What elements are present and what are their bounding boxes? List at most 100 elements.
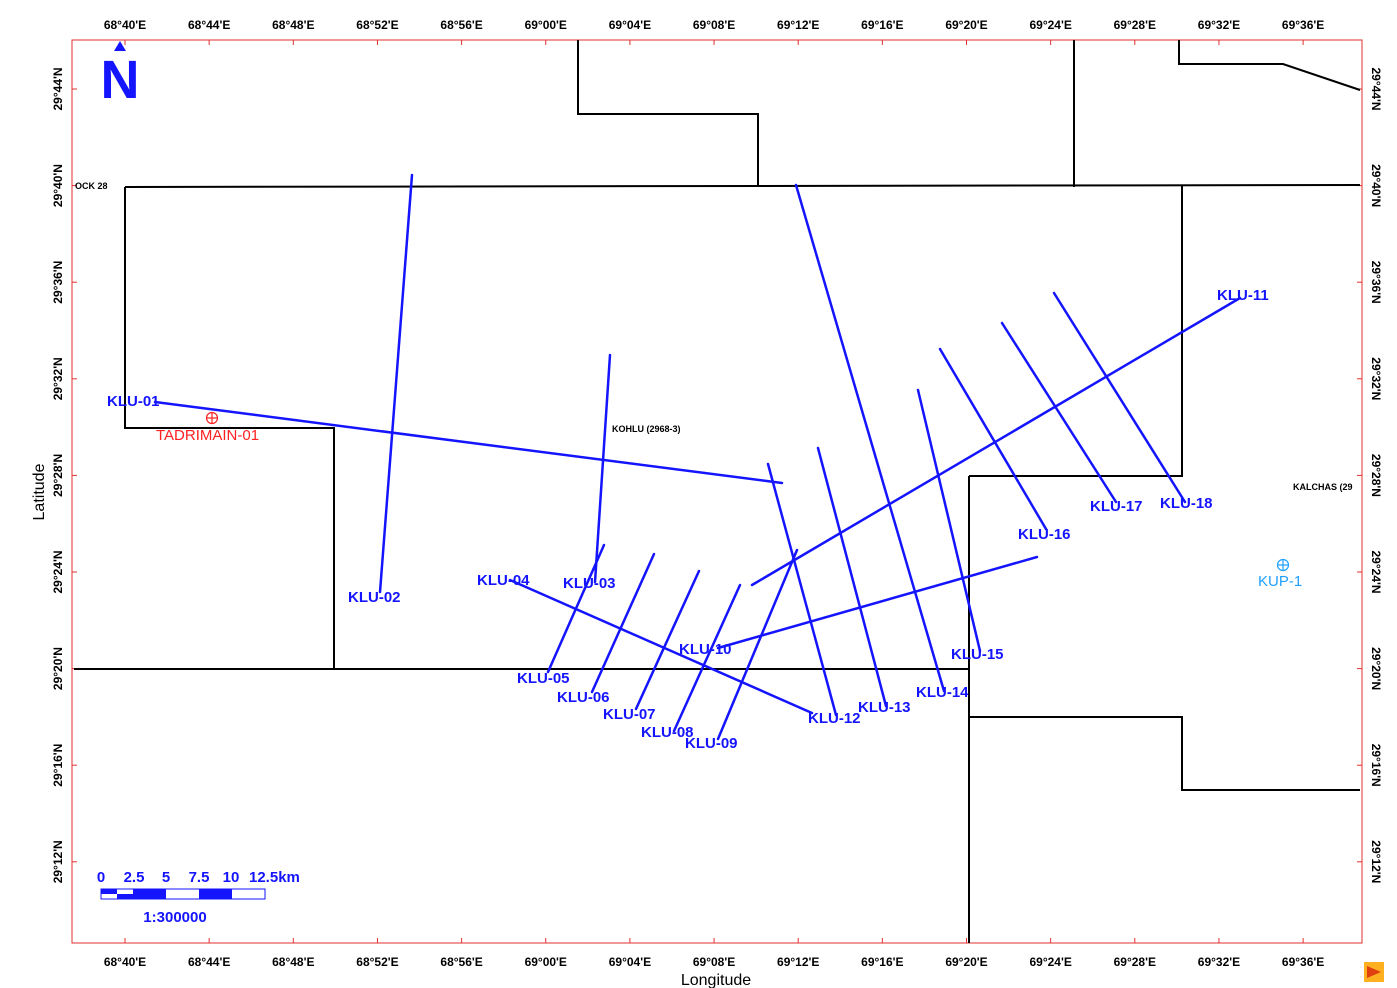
seismic-line-klu-07[interactable]: [634, 569, 701, 711]
longitude-tick-label: 68°44'E: [188, 955, 230, 969]
well-kup-1[interactable]: KUP-1: [1258, 558, 1302, 591]
longitude-tick-label: 69°12'E: [777, 18, 819, 32]
frame-ticks: [72, 40, 1362, 943]
longitude-tick-label: 68°52'E: [356, 18, 398, 32]
seismic-line-label: KLU-05: [517, 670, 570, 687]
longitude-tick-label: 68°48'E: [272, 955, 314, 969]
scale-bar: 0 2.5 5 7.5 10 12.5km 1:300000: [97, 869, 300, 926]
seismic-line-label: KLU-04: [477, 572, 530, 589]
seismic-line-klu-08[interactable]: [672, 583, 742, 733]
seismic-line-klu-05[interactable]: [546, 543, 606, 674]
seismic-line-label: KLU-11: [1217, 287, 1269, 304]
latitude-tick-label: 29°16'N: [1369, 744, 1383, 787]
seismic-line-label: KLU-14: [916, 684, 969, 701]
latitude-tick-label: 29°44'N: [51, 67, 65, 110]
latitude-tick-label: 29°24'N: [51, 550, 65, 593]
longitude-tick-label: 69°28'E: [1114, 18, 1156, 32]
latitude-tick-label: 29°12'N: [1369, 840, 1383, 883]
block-boundary-line: [124, 187, 335, 669]
seismic-line-klu-02[interactable]: [378, 173, 414, 594]
seismic-line-klu-17[interactable]: [1000, 321, 1118, 504]
latitude-tick-label: 29°36'N: [51, 261, 65, 304]
latitude-tick-label: 29°28'N: [1369, 454, 1383, 497]
latitude-tick-label: 29°20'N: [1369, 647, 1383, 690]
well-tadrimain-01[interactable]: TADRIMAIN-01: [156, 411, 259, 445]
svg-text:10: 10: [223, 869, 240, 886]
block-boundary-line: [969, 716, 1360, 791]
seismic-line-klu-13[interactable]: [816, 446, 888, 708]
longitude-tick-label: 69°36'E: [1282, 955, 1324, 969]
block-label-ock-28: OCK 28: [75, 181, 108, 191]
seismic-line-klu-06[interactable]: [590, 552, 656, 694]
svg-text:5: 5: [162, 869, 170, 886]
seismic-line-label: KLU-18: [1160, 495, 1213, 512]
block-boundary-line: [124, 184, 1361, 188]
longitude-tick-label: 69°28'E: [1114, 955, 1156, 969]
seismic-line-klu-14[interactable]: [794, 183, 946, 693]
seismic-line-label: KLU-13: [858, 699, 911, 716]
seismic-line-label: KLU-12: [808, 710, 861, 727]
svg-text:N: N: [101, 50, 140, 110]
block-boundary-line: [577, 40, 759, 187]
seismic-line-label: KLU-10: [679, 641, 732, 658]
seismic-line-label: KLU-03: [563, 575, 616, 592]
latitude-tick-label: 29°20'N: [51, 647, 65, 690]
longitude-tick-label: 69°32'E: [1198, 18, 1240, 32]
block-label-kalchas: KALCHAS (29: [1293, 482, 1353, 492]
longitude-tick-label: 69°16'E: [861, 955, 903, 969]
block-boundary-line: [969, 185, 1183, 477]
seismic-line-klu-09[interactable]: [716, 548, 799, 741]
well-label: KUP-1: [1258, 573, 1302, 590]
seismic-line-klu-03[interactable]: [593, 353, 612, 584]
longitude-tick-label: 69°36'E: [1282, 18, 1324, 32]
latitude-tick-label: 29°40'N: [51, 164, 65, 207]
latitude-tick-label: 29°44'N: [1369, 67, 1383, 110]
longitude-tick-label: 69°00'E: [525, 18, 567, 32]
longitude-tick-label: 68°40'E: [104, 955, 146, 969]
seismic-line-label: KLU-08: [641, 724, 694, 741]
seismic-line-label: KLU-16: [1018, 526, 1071, 543]
longitude-ticks-bottom: 68°40'E 68°44'E 68°48'E 68°52'E 68°56'E 69°00…: [104, 955, 1324, 969]
x-axis-title: Longitude: [681, 972, 751, 988]
svg-text:2.5: 2.5: [124, 869, 145, 886]
seismic-line-klu-11[interactable]: [750, 296, 1242, 587]
seismic-line-klu-15[interactable]: [916, 388, 982, 653]
latitude-tick-label: 29°40'N: [1369, 164, 1383, 207]
latitude-ticks-left: 29°44'N 29°40'N 29°36'N 29°32'N 29°28'N 29°24…: [51, 67, 65, 883]
y-axis-title: Latitude: [31, 463, 48, 520]
seismic-line-label: KLU-17: [1090, 498, 1143, 515]
longitude-tick-label: 69°16'E: [861, 18, 903, 32]
longitude-tick-label: 69°08'E: [693, 18, 735, 32]
block-boundaries: [74, 40, 1361, 943]
seismic-line-klu-10[interactable]: [716, 555, 1039, 650]
seismic-line-label: KLU-06: [557, 689, 610, 706]
seismic-line-label: KLU-09: [685, 735, 738, 752]
longitude-tick-label: 68°40'E: [104, 18, 146, 32]
longitude-tick-label: 69°00'E: [525, 955, 567, 969]
seismic-line-klu-12[interactable]: [766, 462, 838, 717]
seismic-line-label: KLU-02: [348, 589, 401, 606]
latitude-tick-label: 29°32'N: [51, 357, 65, 400]
svg-text:7.5: 7.5: [189, 869, 210, 886]
longitude-tick-label: 68°44'E: [188, 18, 230, 32]
seismic-line-klu-16[interactable]: [938, 347, 1048, 531]
block-label-kohlu: KOHLU (2968-3): [612, 424, 681, 434]
seismic-line-labels: KLU-01 KLU-02 KLU-03 KLU-04 KLU-05 KLU-0…: [107, 287, 1269, 752]
seismic-line-klu-04[interactable]: [508, 578, 814, 715]
longitude-ticks-top: 68°40'E 68°44'E 68°48'E 68°52'E 68°56'E 69°00…: [104, 18, 1324, 32]
longitude-tick-label: 69°20'E: [945, 955, 987, 969]
seismic-lines: [153, 173, 1242, 741]
svg-text:0: 0: [97, 869, 105, 886]
latitude-tick-label: 29°32'N: [1369, 357, 1383, 400]
longitude-tick-label: 68°56'E: [440, 955, 482, 969]
seismic-line-klu-01[interactable]: [153, 400, 784, 485]
longitude-tick-label: 68°56'E: [440, 18, 482, 32]
seismic-line-klu-18[interactable]: [1052, 291, 1187, 504]
longitude-tick-label: 69°04'E: [609, 18, 651, 32]
scale-bar-tick-labels: 0 2.5 5 7.5 10 12.5km: [97, 869, 300, 886]
block-boundary-line: [1178, 40, 1361, 91]
scale-ratio: 1:300000: [143, 909, 206, 926]
petrel-logo-icon: [1364, 962, 1384, 982]
longitude-tick-label: 69°04'E: [609, 955, 651, 969]
